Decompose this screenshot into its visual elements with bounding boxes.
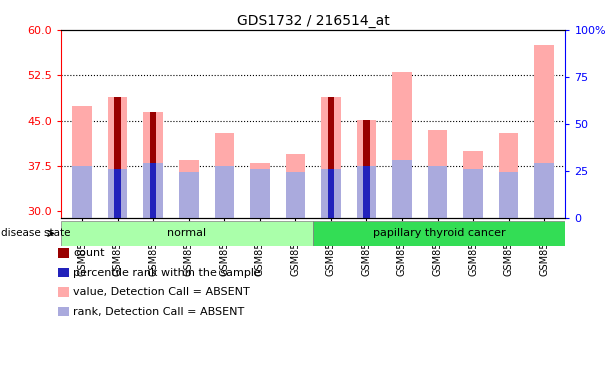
Text: papillary thyroid cancer: papillary thyroid cancer bbox=[373, 228, 506, 238]
Bar bbox=[108, 96, 128, 218]
Bar bbox=[72, 106, 92, 218]
Text: percentile rank within the sample: percentile rank within the sample bbox=[73, 268, 261, 278]
Bar bbox=[463, 169, 483, 217]
Bar bbox=[72, 166, 92, 218]
Bar bbox=[250, 169, 269, 217]
Bar bbox=[363, 166, 370, 218]
Bar bbox=[392, 72, 412, 217]
Text: count: count bbox=[73, 248, 105, 258]
Text: rank, Detection Call = ABSENT: rank, Detection Call = ABSENT bbox=[73, 307, 244, 316]
Bar bbox=[143, 163, 163, 218]
Bar bbox=[143, 112, 163, 218]
Bar bbox=[114, 169, 121, 217]
Bar bbox=[108, 169, 128, 217]
Text: normal: normal bbox=[167, 228, 207, 238]
Bar bbox=[499, 172, 519, 217]
Bar bbox=[250, 163, 269, 218]
Bar bbox=[114, 96, 121, 218]
Bar bbox=[328, 169, 334, 217]
Bar bbox=[428, 130, 447, 218]
Bar bbox=[150, 163, 156, 218]
Bar bbox=[215, 133, 234, 218]
Bar bbox=[463, 151, 483, 217]
Bar bbox=[321, 169, 340, 217]
Bar bbox=[357, 166, 376, 218]
Bar bbox=[321, 96, 340, 218]
Bar bbox=[357, 120, 376, 218]
Bar bbox=[363, 120, 370, 218]
Bar bbox=[428, 166, 447, 218]
Bar bbox=[179, 172, 198, 217]
Bar bbox=[534, 45, 554, 218]
Bar bbox=[61, 221, 313, 246]
Text: disease state: disease state bbox=[1, 228, 70, 238]
Bar bbox=[286, 172, 305, 217]
Bar bbox=[286, 154, 305, 218]
Bar bbox=[215, 166, 234, 218]
Bar bbox=[534, 163, 554, 218]
Bar bbox=[150, 112, 156, 218]
Bar bbox=[499, 133, 519, 218]
Text: value, Detection Call = ABSENT: value, Detection Call = ABSENT bbox=[73, 287, 250, 297]
Title: GDS1732 / 216514_at: GDS1732 / 216514_at bbox=[237, 13, 390, 28]
Bar bbox=[179, 160, 198, 218]
Bar bbox=[328, 96, 334, 218]
Bar bbox=[392, 160, 412, 218]
Bar bbox=[313, 221, 565, 246]
